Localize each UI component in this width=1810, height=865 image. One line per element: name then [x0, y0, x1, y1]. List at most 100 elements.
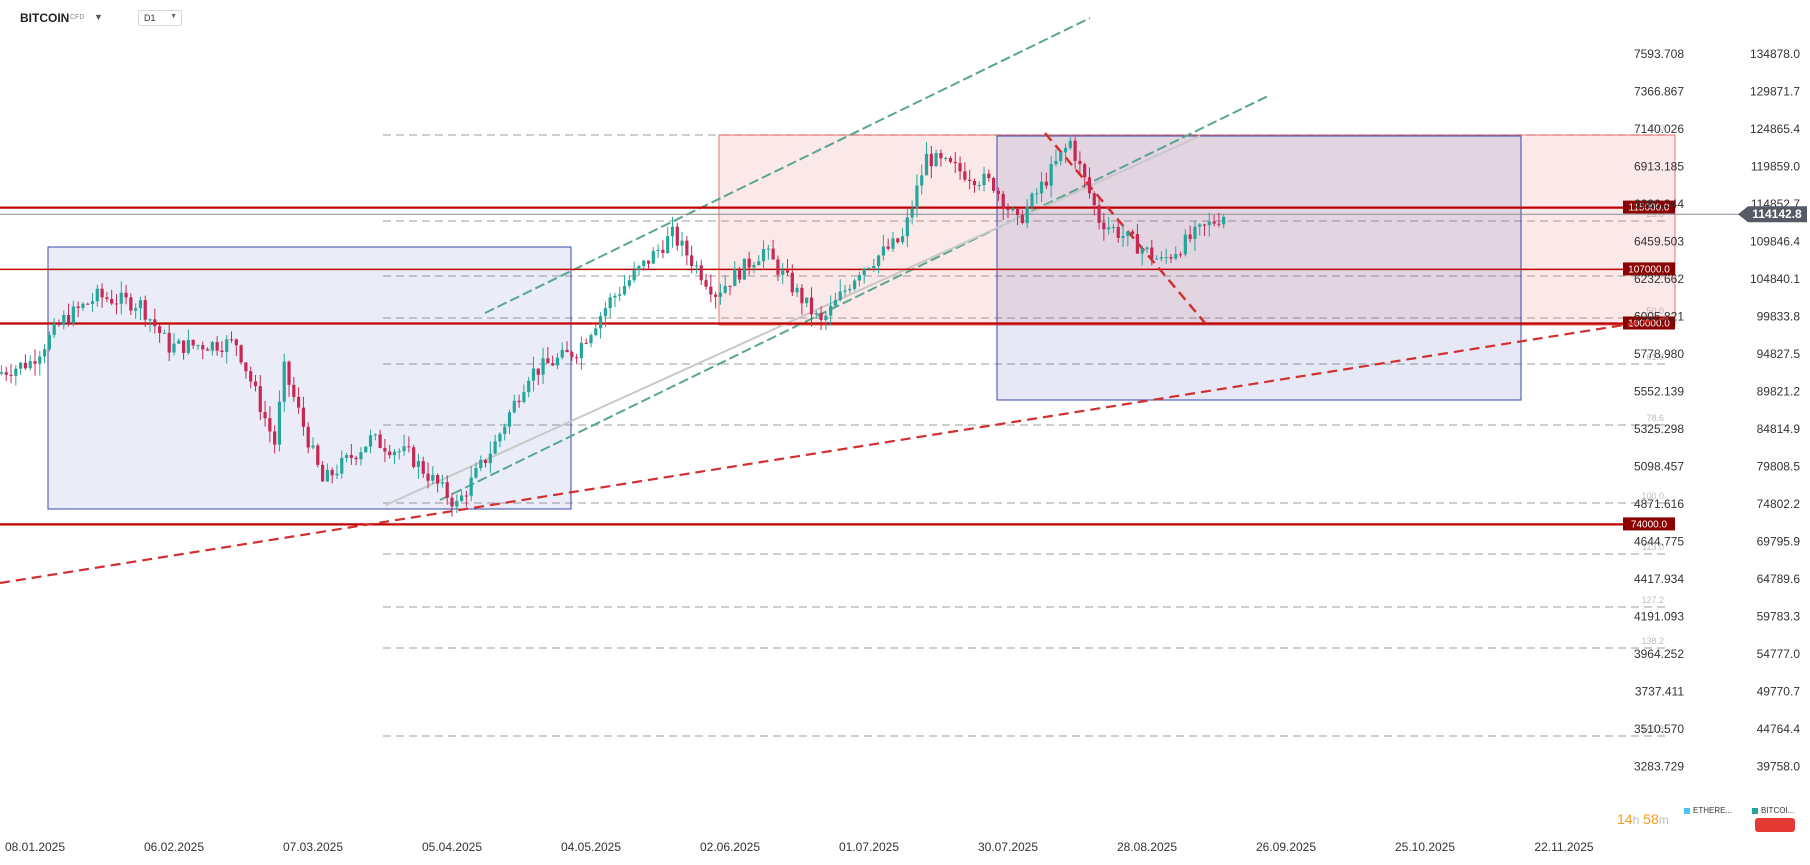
left-axis-tick-label: 7366.867 — [1634, 85, 1684, 99]
candle — [47, 331, 51, 352]
candle — [848, 284, 852, 294]
candle-body — [431, 475, 435, 481]
candle — [972, 178, 977, 193]
candle — [1063, 143, 1068, 164]
candle — [148, 318, 152, 332]
candle-body — [215, 342, 219, 351]
candle — [656, 244, 660, 258]
candle — [800, 284, 804, 315]
candle-body — [603, 308, 607, 317]
candle — [781, 262, 785, 285]
candle-body — [455, 500, 459, 507]
candle — [1049, 156, 1053, 198]
candle-body — [881, 246, 885, 256]
left-axis-tick-label: 3283.729 — [1634, 760, 1684, 774]
candle-body — [301, 407, 306, 427]
candle — [1217, 212, 1221, 228]
candle — [416, 453, 421, 479]
candle — [14, 365, 18, 386]
candle-body — [953, 161, 957, 164]
candle — [28, 355, 32, 371]
candle-body — [867, 268, 871, 270]
candle — [598, 312, 603, 339]
symbol-name[interactable]: BITCOIN — [20, 11, 70, 25]
candle — [244, 362, 248, 379]
candle-body — [915, 185, 919, 209]
timeframe-value: D1 — [144, 13, 156, 23]
candle — [622, 275, 627, 296]
candle — [1068, 137, 1072, 150]
candle — [119, 281, 123, 315]
candle — [335, 464, 339, 480]
candle — [1092, 191, 1096, 216]
right-axis-tick-label: 59783.3 — [1757, 610, 1801, 624]
candle — [479, 455, 483, 472]
candle — [814, 310, 818, 319]
candle — [368, 429, 373, 454]
candle-body — [86, 303, 90, 305]
candle-body — [181, 340, 186, 353]
candle — [407, 436, 411, 453]
right-axis-tick-label: 129871.7 — [1750, 85, 1800, 99]
candle — [1212, 215, 1216, 227]
candle-body — [297, 396, 301, 408]
candle — [503, 423, 507, 441]
candle-body — [1049, 164, 1053, 186]
candle — [608, 292, 612, 318]
candle — [517, 394, 521, 408]
candle — [191, 339, 195, 349]
candle-body — [210, 342, 214, 351]
candle-body — [541, 358, 545, 375]
candle-body — [90, 301, 95, 304]
candle — [651, 247, 655, 264]
candle-body — [761, 249, 766, 262]
candle-body — [359, 452, 363, 460]
legend-item-bitcoin[interactable]: BITCOI... — [1752, 806, 1794, 815]
candle-body — [1063, 147, 1068, 153]
candle — [627, 274, 631, 289]
candle — [507, 409, 512, 434]
axes: 7593.708 7366.867 7140.026 6913.185 6686.344… — [5, 47, 1807, 854]
candle — [1107, 217, 1111, 235]
candle-body — [1178, 254, 1183, 256]
candle — [886, 238, 890, 251]
candle-body — [579, 342, 584, 359]
candle-body — [1001, 193, 1005, 209]
symbol-dropdown-chevron-icon[interactable]: ▼ — [94, 12, 103, 22]
candle-body — [1193, 226, 1197, 239]
candle-body — [71, 306, 75, 324]
right-axis-tick-label: 69795.9 — [1757, 535, 1801, 549]
candle-body — [795, 287, 799, 293]
left-axis-tick-label: 5098.457 — [1634, 460, 1684, 474]
candle-body — [929, 153, 933, 167]
candle-body — [33, 361, 37, 364]
candle-body — [618, 294, 622, 296]
x-axis-tick-label: 26.09.2025 — [1256, 840, 1316, 854]
candle-body — [857, 275, 862, 281]
candle-body — [225, 339, 229, 353]
candle — [737, 267, 742, 284]
candle-body — [1025, 206, 1029, 224]
legend-item-ethereum[interactable]: ETHERE... — [1684, 806, 1732, 815]
candle — [158, 324, 162, 343]
candle — [215, 336, 219, 356]
candle-body — [1169, 257, 1173, 259]
candle — [1183, 229, 1187, 257]
candle-body — [872, 266, 876, 269]
candle-body — [344, 455, 349, 458]
fib-level-label: 0.0 — [1651, 123, 1664, 133]
candle-body — [968, 179, 972, 181]
right-axis-tick-label: 119859.0 — [1751, 160, 1800, 174]
candle-body — [517, 400, 521, 403]
candle-body — [148, 319, 152, 321]
level-tag — [1623, 200, 1675, 214]
candle — [186, 329, 190, 355]
candle-body — [642, 260, 646, 267]
action-button[interactable] — [1755, 818, 1795, 832]
level-tag — [1623, 517, 1675, 531]
candle-body — [531, 368, 536, 381]
candle — [38, 350, 42, 376]
candle — [95, 284, 99, 307]
timeframe-select[interactable]: D1 ▼ — [138, 10, 182, 26]
